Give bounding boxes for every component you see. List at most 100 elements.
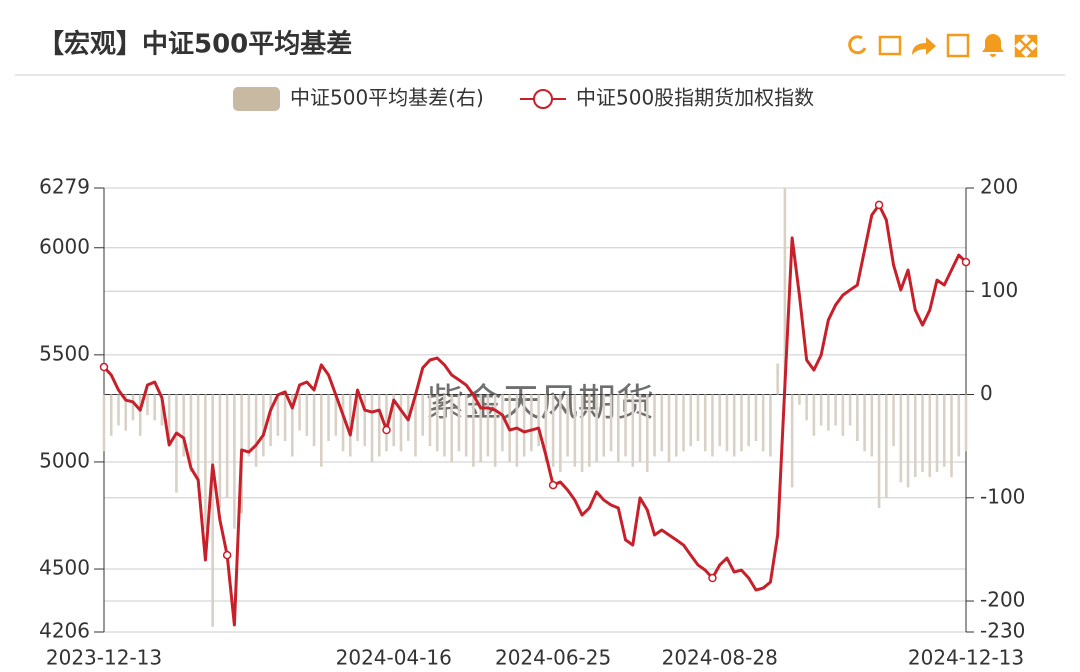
bar (283, 394, 287, 441)
bar (877, 394, 881, 509)
table-icon[interactable] (878, 35, 902, 56)
share-icon[interactable] (912, 37, 936, 55)
bar (580, 394, 584, 472)
x-tick-label: 2023-12-13 (46, 646, 162, 670)
bar (370, 394, 374, 462)
bar (167, 394, 171, 441)
bar (421, 394, 425, 436)
bar (660, 394, 664, 452)
bar (377, 394, 381, 457)
line-marker (708, 573, 717, 583)
bar (522, 394, 526, 457)
bar (551, 394, 555, 467)
bar (783, 188, 787, 395)
bar (935, 394, 939, 472)
bar (544, 394, 548, 462)
bar (834, 394, 837, 426)
bar (182, 394, 185, 457)
y2-tick-label: -200 (980, 588, 1025, 612)
bar (725, 394, 729, 452)
bar (848, 394, 852, 426)
bar (515, 394, 519, 467)
bar (530, 394, 533, 452)
legend-label: 中证500股指期货加权指数 (576, 86, 814, 110)
bar (573, 394, 577, 467)
bar (276, 394, 280, 436)
bar (617, 394, 620, 462)
bar (414, 394, 417, 457)
line-marker (961, 257, 971, 267)
bar (921, 394, 924, 472)
expand-icon[interactable] (1014, 34, 1038, 58)
bar (138, 394, 142, 436)
bar (493, 394, 497, 467)
legend-swatch (233, 87, 280, 111)
bar (254, 394, 258, 467)
bell-icon[interactable] (982, 34, 1004, 57)
bar (472, 394, 475, 467)
toolbar[interactable] (848, 33, 1038, 58)
bar (696, 394, 700, 441)
bar (211, 394, 214, 627)
bar (117, 394, 120, 426)
image-icon[interactable] (946, 33, 970, 58)
y-tick-label: 5500 (39, 341, 90, 365)
bar (385, 394, 388, 452)
bar (674, 394, 678, 457)
bar (225, 394, 229, 498)
bar (153, 394, 157, 421)
chart-title: 【宏观】中证500平均基差 (38, 29, 352, 60)
bar (885, 394, 888, 498)
bar (638, 394, 642, 462)
bar (761, 394, 765, 452)
bar (913, 394, 917, 478)
bar (356, 394, 359, 441)
y-tick-label: 4500 (39, 556, 90, 580)
bar (428, 394, 432, 447)
y2-tick-label: -230 (980, 619, 1025, 643)
bar (964, 394, 968, 452)
y-tick-label: 6000 (39, 234, 90, 258)
bar (595, 394, 598, 462)
bar (906, 394, 910, 488)
bar (435, 394, 439, 452)
bar (928, 394, 932, 478)
bar (645, 394, 649, 472)
legend-swatch (533, 89, 553, 109)
bar (348, 394, 352, 457)
bar (363, 394, 367, 447)
refresh-icon[interactable] (848, 35, 867, 55)
bar (175, 394, 178, 493)
bar (798, 394, 801, 405)
bar (711, 394, 714, 457)
bar (957, 394, 961, 457)
bar (942, 394, 946, 467)
bar (624, 394, 627, 457)
bar (218, 394, 222, 509)
bar (819, 394, 823, 426)
bar (486, 394, 490, 457)
y2-tick-label: 100 (980, 278, 1018, 302)
bar (682, 394, 685, 452)
bar (341, 394, 345, 452)
y-tick-label: 4206 (39, 619, 90, 643)
line-marker (222, 550, 232, 560)
bar (102, 394, 106, 452)
bar (327, 394, 330, 441)
bar (740, 394, 743, 452)
bar (124, 394, 128, 431)
bar (204, 394, 207, 529)
bar (566, 394, 569, 457)
bar (950, 394, 953, 478)
bar (769, 394, 772, 457)
y2-tick-label: 0 (980, 381, 993, 405)
bar (131, 394, 135, 421)
bar (653, 394, 656, 457)
x-tick-label: 2024-06-25 (495, 646, 611, 670)
bar (747, 394, 750, 447)
line-marker (548, 480, 558, 490)
line-marker (99, 362, 109, 372)
bar (392, 394, 396, 447)
bar (609, 394, 613, 452)
